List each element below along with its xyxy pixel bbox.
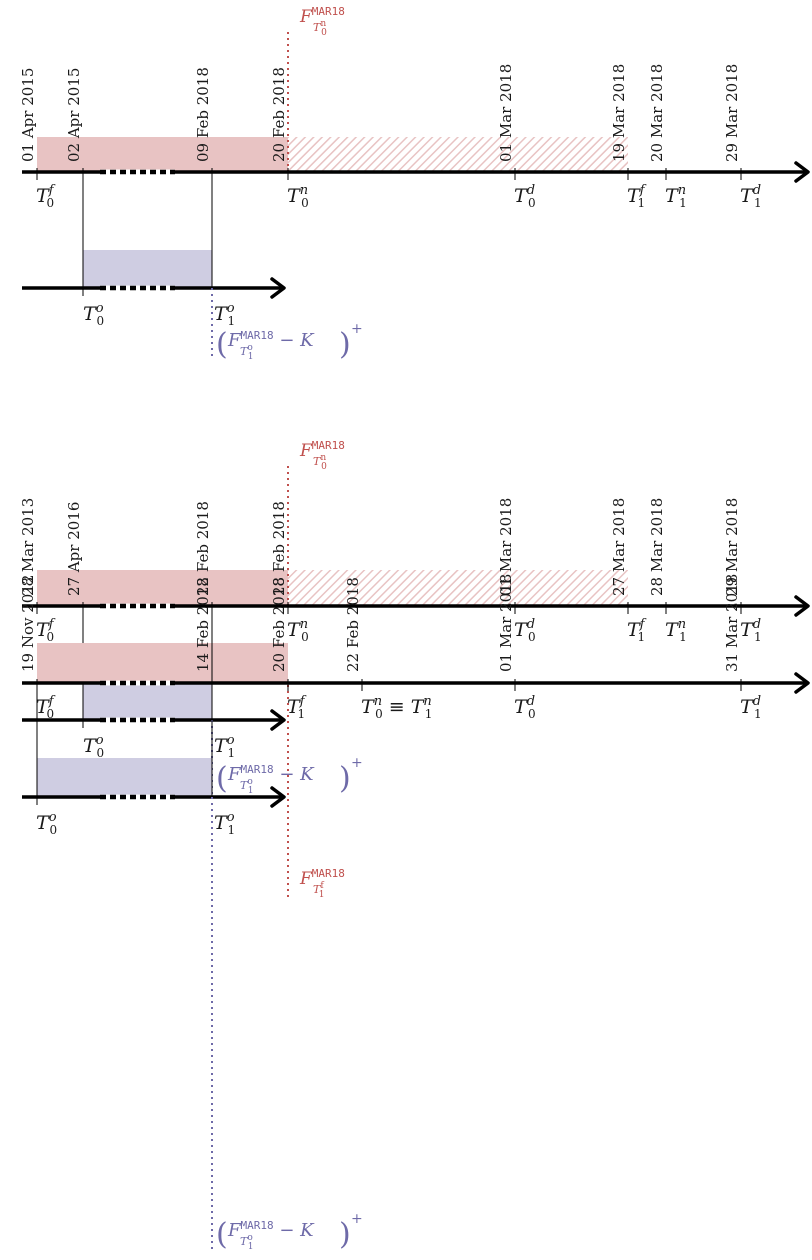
date-label: 09 Feb 2018 bbox=[194, 67, 212, 162]
payoff-right-paren: ) bbox=[339, 327, 351, 362]
date-label: 28 Mar 2018 bbox=[648, 498, 666, 596]
option-start-label: To 0 bbox=[36, 810, 57, 837]
payoff-plus: + bbox=[351, 755, 363, 771]
futures-life-band bbox=[37, 643, 288, 683]
time-label: Td 0 bbox=[514, 183, 536, 210]
time-label: Tn 0 bbox=[287, 183, 309, 210]
payoff-right-paren: ) bbox=[339, 761, 351, 796]
futures-time-label: Tn 0 bbox=[313, 19, 327, 38]
delivery-period-band bbox=[288, 137, 628, 172]
time-label: Tf 1 bbox=[627, 617, 647, 644]
payoff-left-paren: ( bbox=[216, 327, 228, 362]
payoff-right-paren: ) bbox=[339, 1217, 351, 1252]
diagram-1: 01 Apr 2015 02 Apr 2015 09 Feb 2018 20 Feb … bbox=[19, 5, 810, 362]
date-label: 01 Mar 2018 bbox=[497, 574, 515, 672]
futures-price-label: FMAR18 bbox=[299, 867, 345, 889]
main-axis-arrowhead bbox=[794, 672, 810, 694]
diagram-3: 19 Nov 2012 14 Feb 2018 20 Feb 2018 22 Feb … bbox=[19, 574, 810, 1252]
payoff-plus: + bbox=[351, 1211, 363, 1227]
time-label: Td 0 bbox=[514, 694, 536, 721]
date-label: 02 Apr 2015 bbox=[65, 68, 83, 162]
date-label: 01 Mar 2018 bbox=[497, 64, 515, 162]
futures-life-band bbox=[37, 137, 288, 172]
option-life-band bbox=[83, 250, 212, 288]
payoff-left-paren: ( bbox=[216, 1217, 228, 1252]
time-label: Tn 1 bbox=[665, 183, 687, 210]
time-label: Tf 0 bbox=[36, 694, 56, 721]
main-axis-arrowhead bbox=[794, 595, 810, 617]
date-label: 28 Mar 2013 bbox=[19, 498, 37, 596]
option-expiry-label: To 1 bbox=[214, 733, 235, 760]
time-label: Tf 0 bbox=[36, 183, 56, 210]
futures-time-label: Tn 0 bbox=[313, 453, 327, 472]
option-start-label: To 0 bbox=[83, 733, 104, 760]
time-label: Td 1 bbox=[740, 183, 762, 210]
payoff-time-label: To 1 bbox=[240, 777, 254, 796]
time-label: Tf 0 bbox=[36, 617, 56, 644]
payoff-time-label: To 1 bbox=[240, 343, 254, 362]
date-label: 20 Mar 2018 bbox=[648, 64, 666, 162]
date-label: 22 Feb 2018 bbox=[194, 501, 212, 596]
time-label: Tn 0 ≡ Tn 1 bbox=[361, 694, 432, 721]
option-life-band bbox=[37, 758, 212, 797]
time-label: Tf 1 bbox=[627, 183, 647, 210]
date-label: 19 Nov 2012 bbox=[19, 575, 37, 672]
option-axis-arrowhead bbox=[270, 277, 286, 299]
diagram-2: 28 Mar 2013 27 Apr 2016 22 Feb 2018 28 Feb … bbox=[19, 439, 810, 796]
delivery-period-band bbox=[288, 570, 628, 606]
date-label: 01 Mar 2018 bbox=[497, 498, 515, 596]
date-label: 29 Mar 2018 bbox=[723, 64, 741, 162]
date-label: 20 Feb 2018 bbox=[270, 67, 288, 162]
option-start-label: To 0 bbox=[83, 301, 104, 328]
time-label: Td 0 bbox=[514, 617, 536, 644]
date-label: 19 Mar 2018 bbox=[610, 64, 628, 162]
time-label: Tf 1 bbox=[287, 694, 307, 721]
date-label: 31 Mar 2018 bbox=[723, 574, 741, 672]
payoff-time-label: To 1 bbox=[240, 1233, 254, 1252]
date-label: 28 Feb 2018 bbox=[270, 501, 288, 596]
date-label: 22 Feb 2018 bbox=[344, 577, 362, 672]
payoff-plus: + bbox=[351, 321, 363, 337]
payoff-formula: FMAR18 − K bbox=[227, 1219, 315, 1241]
option-axis-arrowhead bbox=[270, 709, 286, 731]
payoff-formula: FMAR18 − K bbox=[227, 763, 315, 785]
time-label: Td 1 bbox=[740, 617, 762, 644]
option-expiry-label: To 1 bbox=[214, 301, 235, 328]
option-axis-arrowhead bbox=[270, 786, 286, 808]
time-label: Tn 0 bbox=[287, 617, 309, 644]
date-label: 29 Mar 2018 bbox=[723, 498, 741, 596]
futures-price-label: FMAR18 bbox=[299, 5, 345, 27]
time-label: Tn 1 bbox=[665, 617, 687, 644]
date-label: 27 Mar 2018 bbox=[610, 498, 628, 596]
option-expiry-label: To 1 bbox=[214, 810, 235, 837]
date-label: 20 Feb 2018 bbox=[270, 577, 288, 672]
futures-time-label: Tf 1 bbox=[313, 881, 324, 900]
date-label: 27 Apr 2016 bbox=[65, 502, 83, 596]
date-label: 01 Apr 2015 bbox=[19, 68, 37, 162]
date-label: 14 Feb 2018 bbox=[194, 577, 212, 672]
futures-price-label: FMAR18 bbox=[299, 439, 345, 461]
futures-life-band bbox=[37, 570, 288, 606]
time-label: Td 1 bbox=[740, 694, 762, 721]
main-axis-arrowhead bbox=[794, 161, 810, 183]
payoff-left-paren: ( bbox=[216, 761, 228, 796]
payoff-formula: FMAR18 − K bbox=[227, 329, 315, 351]
option-life-band bbox=[83, 684, 212, 720]
